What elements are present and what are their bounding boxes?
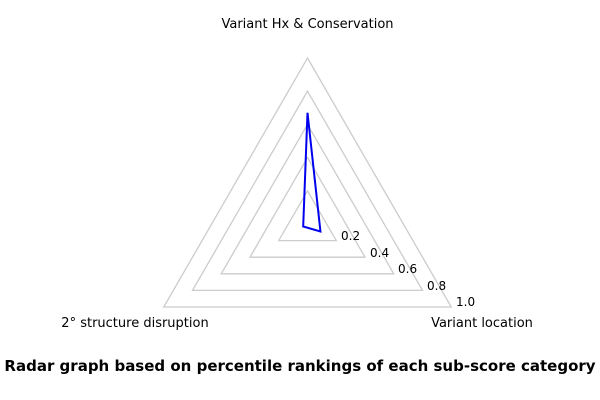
radar-grid-ring [277,189,338,242]
radial-tick-label: 0.4 [370,246,390,260]
axis-label-variant-location: Variant location [431,316,533,331]
axis-label-variant-hx-conservation: Variant Hx & Conservation [221,17,394,32]
chart-caption: Radar graph based on percentile rankings… [4,357,596,375]
radar-grid-ring [191,89,424,292]
axis-label-structure-disruption: 2° structure disruption [61,316,209,331]
radial-tick-label: 1.0 [456,295,476,309]
radar-data-polygon [302,112,322,233]
radar-grid-ring [220,123,395,275]
radial-tick-label: 0.6 [398,262,418,276]
radial-tick-label: 0.2 [341,229,361,243]
radial-tick-label: 0.8 [427,279,447,293]
radar-grid-ring [248,156,367,258]
radar-grid-ring [162,56,453,308]
